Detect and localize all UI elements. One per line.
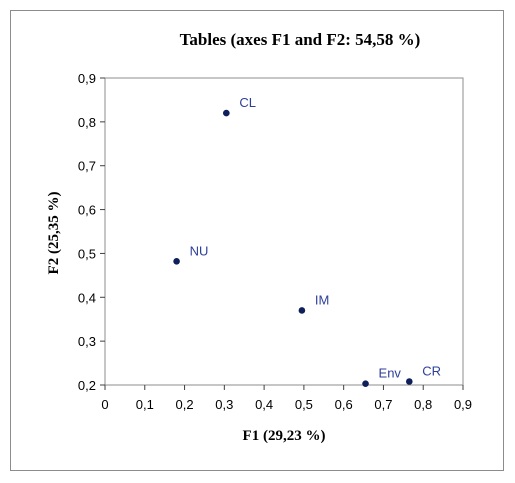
y-tick-label: 0,7 — [78, 159, 96, 174]
data-point-env — [362, 380, 369, 387]
y-tick-label: 0,5 — [78, 246, 96, 261]
data-point-cr — [406, 378, 413, 385]
y-axis: 0,2 0,3 0,4 0,5 0,6 0,7 0,8 0,9 — [78, 71, 105, 393]
data-point-im — [298, 307, 306, 314]
data-label-env: Env — [379, 366, 402, 381]
plot-area — [104, 77, 464, 386]
x-tick-label: 0,2 — [176, 397, 194, 412]
data-point-nu — [173, 258, 180, 265]
data-point-cl — [223, 109, 230, 117]
x-tick-label: 0 — [101, 397, 108, 412]
y-tick-label: 0,8 — [78, 115, 96, 130]
x-tick-label: 0,5 — [295, 397, 313, 412]
data-label-im: IM — [315, 292, 329, 307]
x-tick-label: 0,8 — [414, 397, 432, 412]
y-tick-label: 0,4 — [78, 290, 96, 305]
x-axis: 0 0,1 0,2 0,3 0,4 0,5 0,6 0,7 0,8 0,9 — [101, 385, 472, 412]
y-tick-label: 0,9 — [78, 71, 96, 86]
chart-title: Tables (axes F1 and F2: 54,58 %) — [180, 30, 421, 49]
x-tick-label: 0,9 — [454, 397, 472, 412]
x-tick-label: 0,1 — [136, 397, 154, 412]
x-axis-label: F1 (29,23 %) — [243, 428, 326, 444]
x-tick-label: 0,3 — [215, 397, 233, 412]
y-tick-label: 0,3 — [78, 334, 96, 349]
y-tick-label: 0,2 — [78, 378, 96, 393]
y-axis-label: F2 (25,35 %) — [46, 192, 62, 275]
y-tick-label: 0,6 — [78, 203, 96, 218]
x-tick-label: 0,7 — [374, 397, 392, 412]
data-label-cr: CR — [422, 363, 441, 378]
data-label-nu: NU — [190, 243, 209, 258]
x-tick-label: 0,6 — [335, 397, 353, 412]
x-tick-label: 0,4 — [255, 397, 273, 412]
chart-frame — [10, 10, 504, 471]
data-points: CL NU IM Env CR — [173, 95, 441, 387]
data-label-cl: CL — [239, 95, 256, 110]
